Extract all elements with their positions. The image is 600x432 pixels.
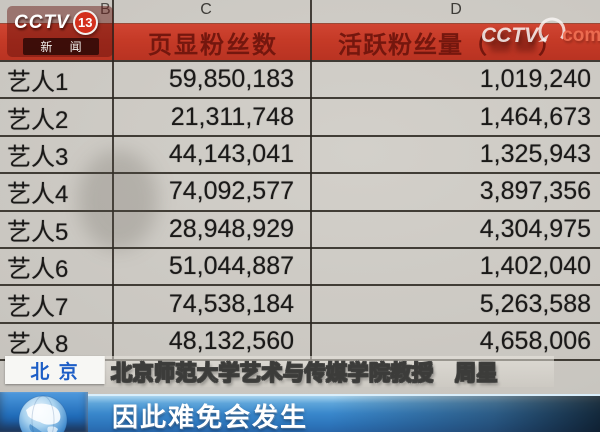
speaker-caption-text: 北京师范大学艺术与传媒学院教授 周星: [111, 361, 499, 385]
table-row: 艺人5 28,948,929 4,304,975: [0, 212, 600, 249]
active-fans-value: 3,897,356: [479, 177, 591, 206]
location-tag: 北 京: [5, 356, 105, 384]
table-row: 艺人3 44,143,041 1,325,943: [0, 137, 600, 175]
channel-name-label: 新 闻: [23, 38, 99, 55]
active-fans-value: 5,263,588: [479, 289, 591, 318]
obscured-text-blob: [515, 32, 536, 52]
column-divider: [112, 0, 114, 361]
channel-bug-top: CCTV 13: [7, 6, 113, 35]
page-fans-value: 74,092,577: [168, 177, 294, 206]
header-active-fans-prefix: 活跃粉丝量（: [338, 31, 488, 59]
active-fans-value: 1,019,240: [479, 65, 591, 94]
header-display-fans: 页显粉丝数: [148, 31, 278, 59]
active-fans-value: 4,304,975: [479, 214, 591, 243]
artist-label: 艺人8: [7, 330, 69, 358]
table-row: 艺人6 51,044,887 1,402,040: [0, 249, 600, 287]
table-row: 艺人7 74,538,184 5,263,588: [0, 286, 600, 324]
page-fans-value: 28,948,929: [168, 214, 294, 243]
page-fans-value: 74,538,184: [168, 289, 294, 318]
column-letter-b: B: [100, 1, 111, 18]
speaker-caption-bar: 北京师范大学艺术与传媒学院教授 周星: [104, 356, 554, 387]
artist-label: 艺人5: [7, 218, 69, 246]
globe-logo-box: [0, 392, 88, 432]
column-divider: [310, 0, 312, 361]
watermark-cctv-text: CCTV: [481, 23, 539, 47]
artist-label: 艺人4: [7, 181, 69, 209]
active-fans-value: 1,402,040: [479, 252, 591, 281]
page-fans-value: 21,311,748: [170, 102, 294, 131]
table-row: 艺人4 74,092,577 3,897,356: [0, 174, 600, 212]
artist-label: 艺人6: [7, 256, 69, 284]
active-fans-value: 1,325,943: [479, 139, 591, 168]
header-active-fans: 活跃粉丝量（ ）: [312, 24, 600, 60]
column-letter-c: C: [200, 1, 212, 18]
watermark-swoosh-icon: [534, 16, 568, 55]
artist-label: 艺人1: [7, 69, 69, 97]
artist-label: 艺人2: [7, 106, 69, 134]
artist-label: 艺人7: [7, 293, 69, 321]
spreadsheet: B C D 页显粉丝数 活跃粉丝量（ ） 艺人1 59,850,183 1,01…: [0, 0, 600, 362]
globe-icon: [18, 395, 68, 432]
table-row: 艺人1 59,850,183 1,019,240: [0, 62, 600, 100]
photo-shadow-smudge: [78, 150, 158, 250]
cctv-logo-text: CCTV: [14, 11, 70, 33]
page-fans-value: 48,132,560: [168, 326, 294, 355]
table-row: 艺人2 21,311,748 1,464,673: [0, 99, 600, 137]
obscured-text-blob: [490, 32, 511, 52]
active-fans-value: 4,658,006: [479, 326, 591, 355]
watermark-com-text: com: [562, 24, 600, 46]
page-fans-value: 44,143,041: [168, 139, 294, 168]
column-letters-row: B C D: [0, 0, 600, 23]
column-letter-d: D: [450, 1, 462, 18]
page-fans-value: 51,044,887: [168, 252, 294, 281]
active-fans-value: 1,464,673: [479, 102, 591, 131]
page-fans-value: 59,850,183: [168, 65, 294, 94]
artist-label: 艺人3: [7, 143, 69, 171]
table-header-row: 页显粉丝数 活跃粉丝量（ ）: [0, 23, 600, 62]
channel-13-badge: 13: [72, 10, 98, 35]
cctv-com-watermark: CCTV com: [481, 16, 600, 55]
subtitle-text: 因此难免会发生: [112, 402, 309, 432]
subtitle-bar: [0, 394, 600, 432]
cctv13-channel-bug: CCTV 13 新 闻: [7, 6, 113, 57]
